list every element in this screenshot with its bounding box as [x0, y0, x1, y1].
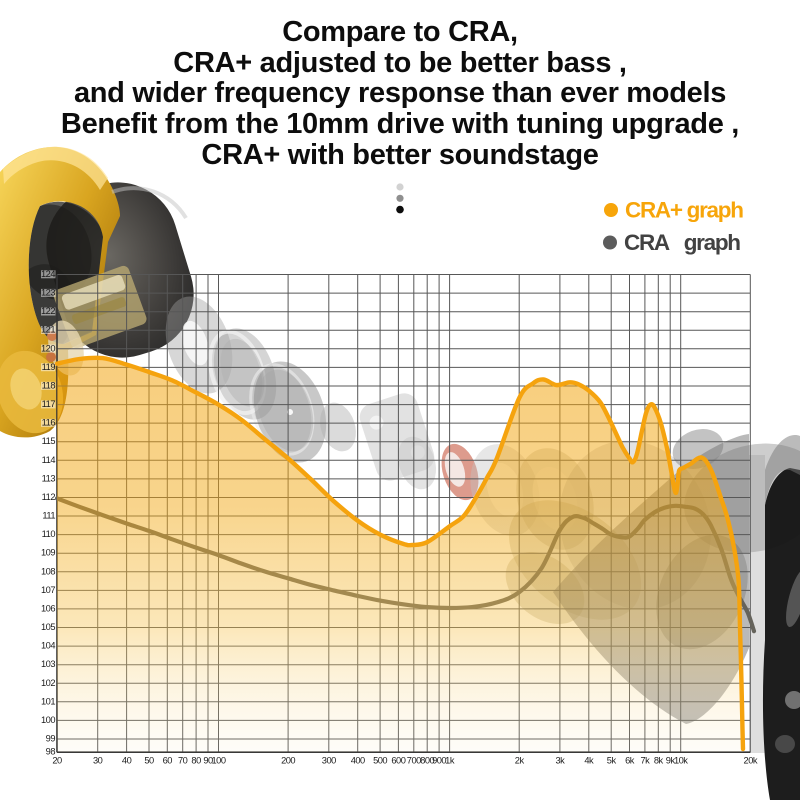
svg-text:100: 100	[41, 715, 55, 725]
svg-text:98: 98	[46, 747, 56, 757]
svg-text:20k: 20k	[744, 756, 758, 766]
svg-text:60: 60	[163, 756, 173, 766]
svg-text:40: 40	[122, 756, 132, 766]
svg-text:116: 116	[42, 418, 56, 428]
svg-text:103: 103	[41, 659, 55, 669]
svg-text:3k: 3k	[555, 756, 565, 766]
svg-text:200: 200	[281, 756, 295, 766]
svg-text:114: 114	[42, 455, 56, 465]
svg-text:90: 90	[203, 756, 213, 766]
svg-text:300: 300	[322, 756, 336, 766]
svg-text:118: 118	[42, 381, 56, 391]
svg-text:20: 20	[52, 756, 62, 766]
svg-text:99: 99	[46, 734, 56, 744]
svg-text:108: 108	[41, 566, 55, 576]
svg-text:109: 109	[41, 548, 55, 558]
svg-text:400: 400	[351, 756, 365, 766]
svg-text:1k: 1k	[445, 756, 455, 766]
svg-text:101: 101	[41, 696, 55, 706]
svg-text:CRA graph: CRA graph	[624, 230, 740, 255]
svg-text:500: 500	[373, 756, 387, 766]
svg-text:104: 104	[41, 641, 55, 651]
svg-text:CRA+ graph: CRA+ graph	[625, 198, 743, 223]
svg-text:2k: 2k	[515, 756, 525, 766]
svg-text:124: 124	[41, 269, 55, 279]
svg-text:102: 102	[41, 678, 55, 688]
svg-text:50: 50	[144, 756, 154, 766]
svg-text:113: 113	[42, 473, 56, 483]
svg-text:107: 107	[41, 585, 55, 595]
svg-text:106: 106	[41, 603, 55, 613]
svg-text:6k: 6k	[625, 756, 635, 766]
svg-text:700: 700	[407, 756, 421, 766]
svg-text:8k: 8k	[654, 756, 664, 766]
svg-text:121: 121	[41, 325, 55, 335]
svg-text:119: 119	[42, 362, 56, 372]
svg-text:120: 120	[41, 343, 55, 353]
svg-text:800: 800	[420, 756, 434, 766]
svg-text:105: 105	[41, 622, 55, 632]
svg-text:112: 112	[42, 492, 56, 502]
svg-text:110: 110	[42, 529, 56, 539]
svg-text:30: 30	[93, 756, 103, 766]
svg-text:70: 70	[178, 756, 188, 766]
svg-text:7k: 7k	[640, 756, 650, 766]
svg-text:5k: 5k	[607, 756, 617, 766]
svg-text:900: 900	[432, 756, 446, 766]
svg-text:115: 115	[42, 436, 56, 446]
svg-text:600: 600	[391, 756, 405, 766]
svg-text:100: 100	[211, 756, 225, 766]
svg-text:9k: 9k	[666, 756, 676, 766]
svg-text:122: 122	[41, 306, 55, 316]
svg-text:111: 111	[42, 511, 55, 521]
svg-text:80: 80	[191, 756, 201, 766]
svg-text:4k: 4k	[584, 756, 594, 766]
svg-text:123: 123	[41, 288, 55, 298]
svg-text:10k: 10k	[674, 756, 688, 766]
svg-text:117: 117	[42, 399, 56, 409]
